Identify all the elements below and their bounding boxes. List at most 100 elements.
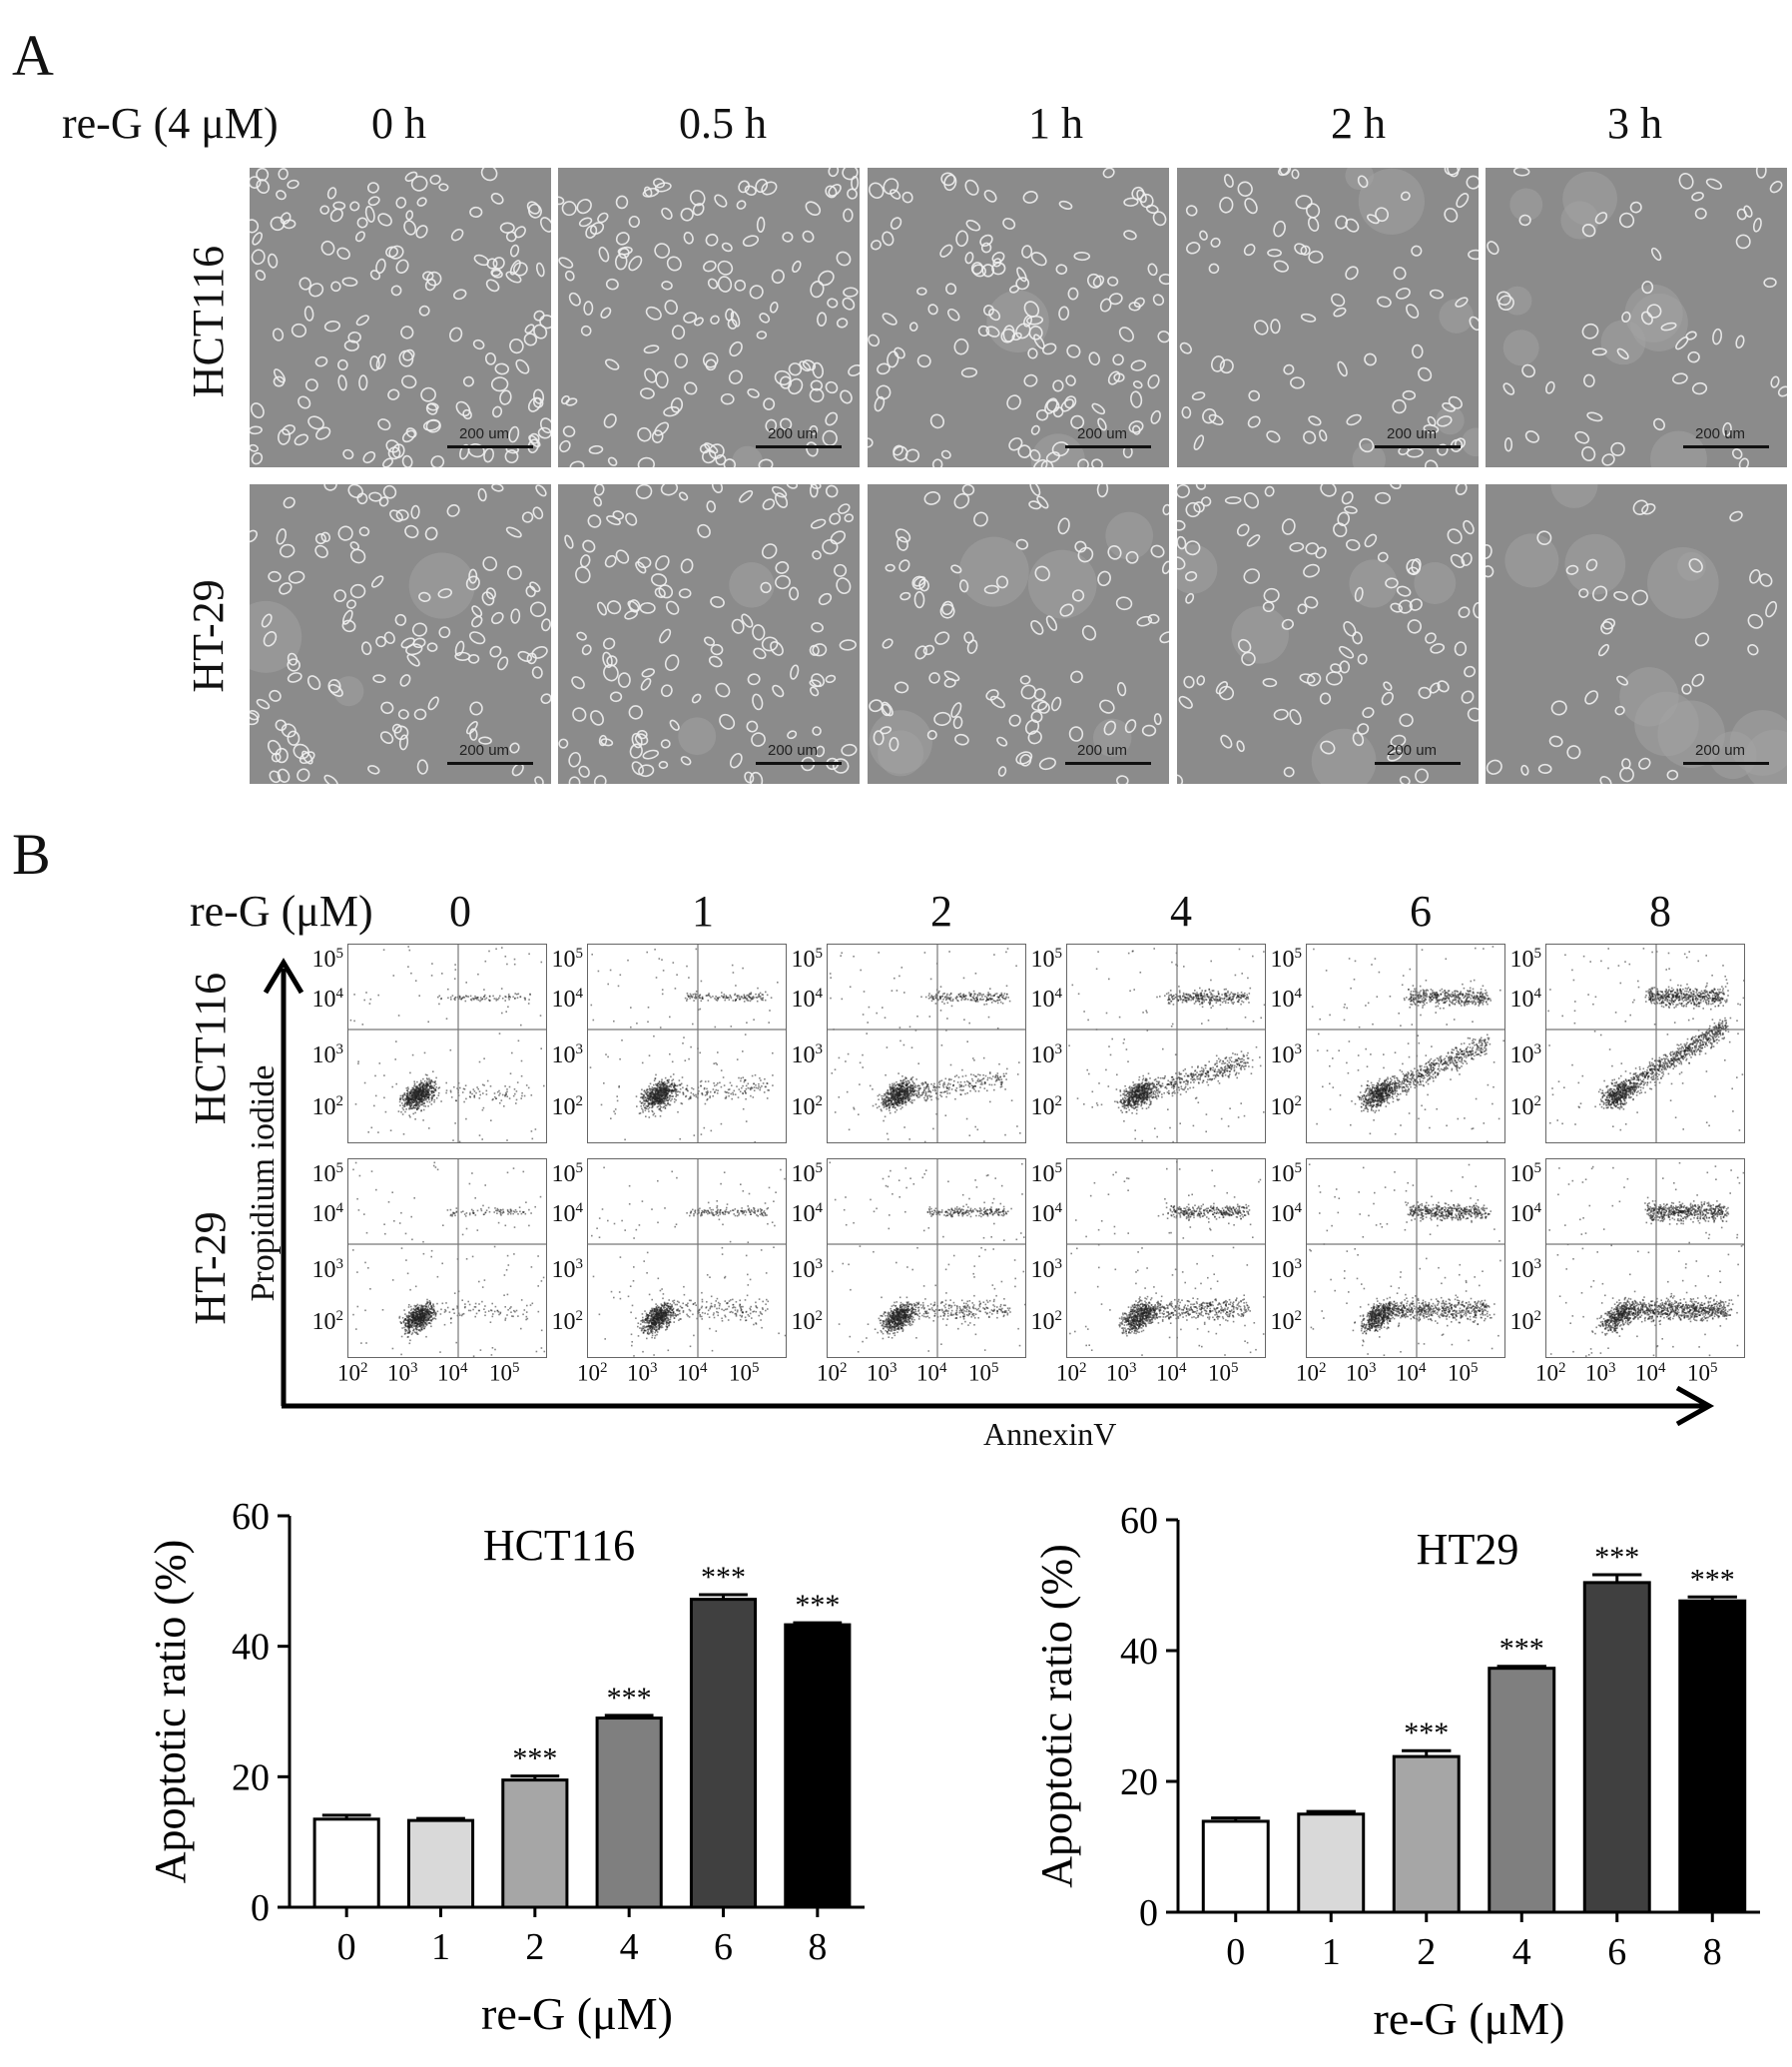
scale-bar-label: 200 um — [768, 425, 819, 442]
y-tick-label: 20 — [232, 1756, 270, 1798]
micrograph-cells — [1487, 168, 1787, 467]
flow-y-tick: 102 — [311, 1308, 344, 1335]
x-tick-label: 2 — [525, 1926, 544, 1968]
x-tick-label: 6 — [1607, 1931, 1626, 1973]
flow-y-tick: 103 — [1030, 1256, 1063, 1283]
micrograph-cells — [1179, 168, 1479, 467]
scale-bar — [1375, 445, 1461, 448]
dose-header-1: 1 — [692, 887, 714, 936]
scale-bar-label: 200 um — [768, 742, 819, 759]
flow-y-tick: 103 — [1270, 1256, 1303, 1283]
flow-y-tick: 105 — [1030, 1160, 1063, 1187]
y-tick-label: 20 — [1120, 1761, 1158, 1803]
flow-x-tick: 103 — [867, 1360, 897, 1386]
significance-label: *** — [1594, 1541, 1639, 1574]
y-tick-label: 60 — [1120, 1500, 1158, 1542]
flow-dots — [1067, 945, 1265, 1142]
flow-plot — [347, 1158, 547, 1358]
bar — [1297, 1812, 1366, 1914]
panel-a-row-label-hct116: HCT116 — [184, 245, 233, 398]
flow-dots — [348, 945, 546, 1142]
flow-y-tick: 102 — [311, 1093, 344, 1120]
flow-y-tick: 104 — [311, 1200, 344, 1227]
flow-y-tick: 105 — [1509, 1160, 1542, 1187]
scale-bar — [1065, 445, 1151, 448]
flow-plot — [347, 944, 547, 1143]
x-tick-label: 0 — [337, 1926, 356, 1968]
flow-y-tick: 103 — [551, 1256, 584, 1283]
flow-plot — [1066, 944, 1266, 1143]
significance-label: *** — [1690, 1563, 1735, 1596]
micrograph-image — [250, 168, 551, 467]
dose-header-3: 4 — [1170, 887, 1192, 936]
bar-chart-ht29: 0 20 40 60 0 1 2 *** 4 *** 6 *** 8 *** HT29 re-G (μM) Ap… — [1032, 1500, 1760, 2044]
scale-bar — [447, 762, 533, 765]
micrograph-image — [1486, 484, 1787, 784]
y-arrow-head — [263, 958, 304, 995]
flow-x-tick: 104 — [1396, 1360, 1427, 1386]
flow-y-tick: 102 — [1509, 1093, 1542, 1120]
chart-title: HCT116 — [483, 1521, 635, 1570]
flow-y-tick: 104 — [1030, 1200, 1063, 1227]
flow-y-tick: 103 — [1509, 1041, 1542, 1068]
flow-x-tick: 104 — [916, 1360, 947, 1386]
flow-plot — [827, 1158, 1026, 1358]
flow-x-tick: 103 — [1346, 1360, 1377, 1386]
scale-bar — [1065, 762, 1151, 765]
flow-y-tick: 105 — [311, 1160, 344, 1187]
micrograph-cells — [1177, 484, 1479, 784]
significance-label: *** — [1499, 1633, 1544, 1666]
flow-plot — [827, 944, 1026, 1143]
panel-a-letter: A — [12, 23, 54, 88]
timepoint-0: 0 h — [371, 99, 426, 148]
flow-x-tick: 102 — [1296, 1360, 1327, 1386]
bar — [1201, 1819, 1270, 1914]
flow-y-tick: 102 — [1509, 1308, 1542, 1335]
bar — [312, 1817, 380, 1909]
flow-dots — [828, 1159, 1025, 1357]
dose-header-5: 8 — [1649, 887, 1671, 936]
micrograph-cells — [869, 484, 1169, 784]
scale-bar-label: 200 um — [1695, 425, 1746, 442]
flow-y-tick: 105 — [311, 946, 344, 973]
flow-y-tick: 102 — [1270, 1093, 1303, 1120]
micrograph-image — [868, 168, 1169, 467]
panel-a-row-label-ht29: HT-29 — [184, 579, 233, 693]
flow-y-tick: 105 — [551, 946, 584, 973]
flow-plot — [587, 1158, 787, 1358]
flow-y-tick: 104 — [551, 986, 584, 1013]
x-axis-label: re-G (μM) — [1374, 1993, 1565, 2044]
y-tick-label: 40 — [232, 1627, 270, 1669]
y-axis-label: Apoptotic ratio (%) — [146, 1540, 195, 1884]
bar — [1488, 1667, 1556, 1914]
flow-x-tick: 105 — [1208, 1360, 1239, 1386]
flow-y-tick: 102 — [1030, 1308, 1063, 1335]
flow-x-tick: 105 — [1448, 1360, 1479, 1386]
flow-y-tick: 103 — [1270, 1041, 1303, 1068]
flow-dots — [1307, 945, 1504, 1142]
micrograph-cells — [250, 168, 551, 467]
scale-bar-label: 200 um — [1387, 425, 1438, 442]
micrograph-cells — [558, 168, 860, 467]
flow-dots — [588, 1159, 786, 1357]
flow-y-tick: 102 — [1030, 1093, 1063, 1120]
significance-label: *** — [512, 1742, 557, 1775]
significance-label: *** — [1404, 1717, 1449, 1749]
panel-a-treatment-label: re-G (4 μM) — [62, 99, 279, 148]
micrograph-cells — [558, 484, 858, 784]
panel-b-letter: B — [12, 822, 51, 887]
flow-y-tick: 104 — [1030, 986, 1063, 1013]
micrograph-cells — [1486, 484, 1787, 784]
bar — [1392, 1754, 1461, 1914]
flow-y-tick: 105 — [1030, 946, 1063, 973]
axis-arrows — [263, 958, 1715, 1427]
dose-header-0: 0 — [449, 887, 471, 936]
flow-y-tick: 102 — [551, 1093, 584, 1120]
micrograph-image — [558, 484, 860, 784]
flow-y-tick: 103 — [551, 1041, 584, 1068]
flow-y-tick: 103 — [1030, 1041, 1063, 1068]
flow-y-tick: 104 — [551, 1200, 584, 1227]
scale-bar-label: 200 um — [1077, 425, 1128, 442]
flow-dots — [588, 945, 786, 1142]
